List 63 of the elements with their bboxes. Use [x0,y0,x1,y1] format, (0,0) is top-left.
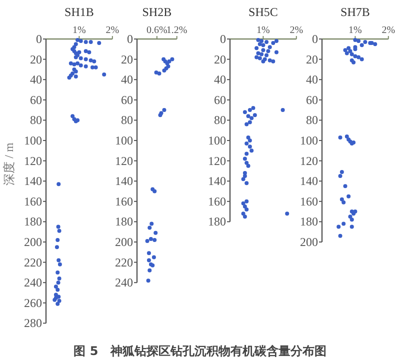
chart-title: SH5C [248,5,278,19]
x-tick-label: 1% [348,25,362,36]
y-tick-label: 80 [306,113,318,128]
x-tick-label: 1% [72,25,86,36]
y-tick-label: 40 [30,72,42,87]
y-tick-label: 160 [24,194,42,208]
y-tick-label: 40 [121,72,133,87]
y-tick-label: 120 [24,154,42,168]
y-tick-label: 0 [127,32,133,46]
y-axis-title: 深度 / m [2,142,16,186]
x-tick-label: 2% [290,25,304,36]
y-tick-label: 0 [36,32,42,46]
y-tick-label: 140 [208,174,226,188]
y-tick-label: 140 [115,174,133,188]
y-tick-label: 140 [300,174,318,188]
y-tick-label: 60 [121,92,133,107]
y-tick-label: 20 [214,52,226,66]
chart-title: SH1B [64,5,94,19]
y-tick-label: 40 [306,72,318,87]
y-tick-label: 200 [115,235,133,249]
y-tick-label: 0 [220,32,226,46]
y-tick-label: 120 [115,154,133,168]
y-tick-label: 100 [300,134,318,148]
y-tick-label: 20 [306,52,318,66]
y-tick-label: 180 [300,214,318,229]
y-tick-label: 20 [30,52,42,66]
y-tick-label: 0 [312,32,318,46]
y-tick-label: 100 [24,134,42,148]
x-tick-label: 1% [256,25,270,36]
y-tick-label: 60 [214,92,226,107]
caption: 图 5 神狐钻探区钻孔沉积物有机碳含量分布图 [74,344,326,358]
y-tick-label: 80 [121,113,133,128]
y-tick-label: 140 [24,174,42,188]
x-tick-label: 2% [106,25,120,36]
y-tick-label: 180 [115,214,133,229]
y-tick-label: 120 [300,154,318,168]
x-tick-label: 1.2% [166,25,188,36]
y-tick-label: 80 [214,113,226,128]
y-tick-label: 120 [208,154,226,168]
y-tick-label: 260 [24,296,42,310]
y-tick-label: 280 [24,316,42,330]
x-tick-label: 0.6% [146,25,168,36]
y-tick-label: 160 [208,194,226,208]
y-tick-label: 100 [208,134,226,148]
y-tick-label: 180 [208,214,226,229]
y-tick-label: 40 [214,72,226,87]
chart-title: SH7B [340,5,370,19]
y-tick-label: 200 [24,235,42,249]
y-tick-label: 20 [121,52,133,66]
chart-title: SH2B [142,5,172,19]
y-tick-label: 80 [30,113,42,128]
y-tick-label: 60 [30,92,42,107]
x-tick-label: 2% [382,25,396,36]
y-tick-label: 240 [115,276,133,290]
y-tick-label: 240 [24,276,42,290]
y-tick-label: 200 [300,235,318,249]
y-tick-label: 220 [24,255,42,270]
y-tick-label: 220 [115,255,133,270]
y-tick-label: 100 [115,134,133,148]
y-tick-label: 180 [24,214,42,229]
y-tick-label: 160 [300,194,318,208]
y-tick-label: 60 [306,92,318,107]
y-tick-label: 160 [115,194,133,208]
